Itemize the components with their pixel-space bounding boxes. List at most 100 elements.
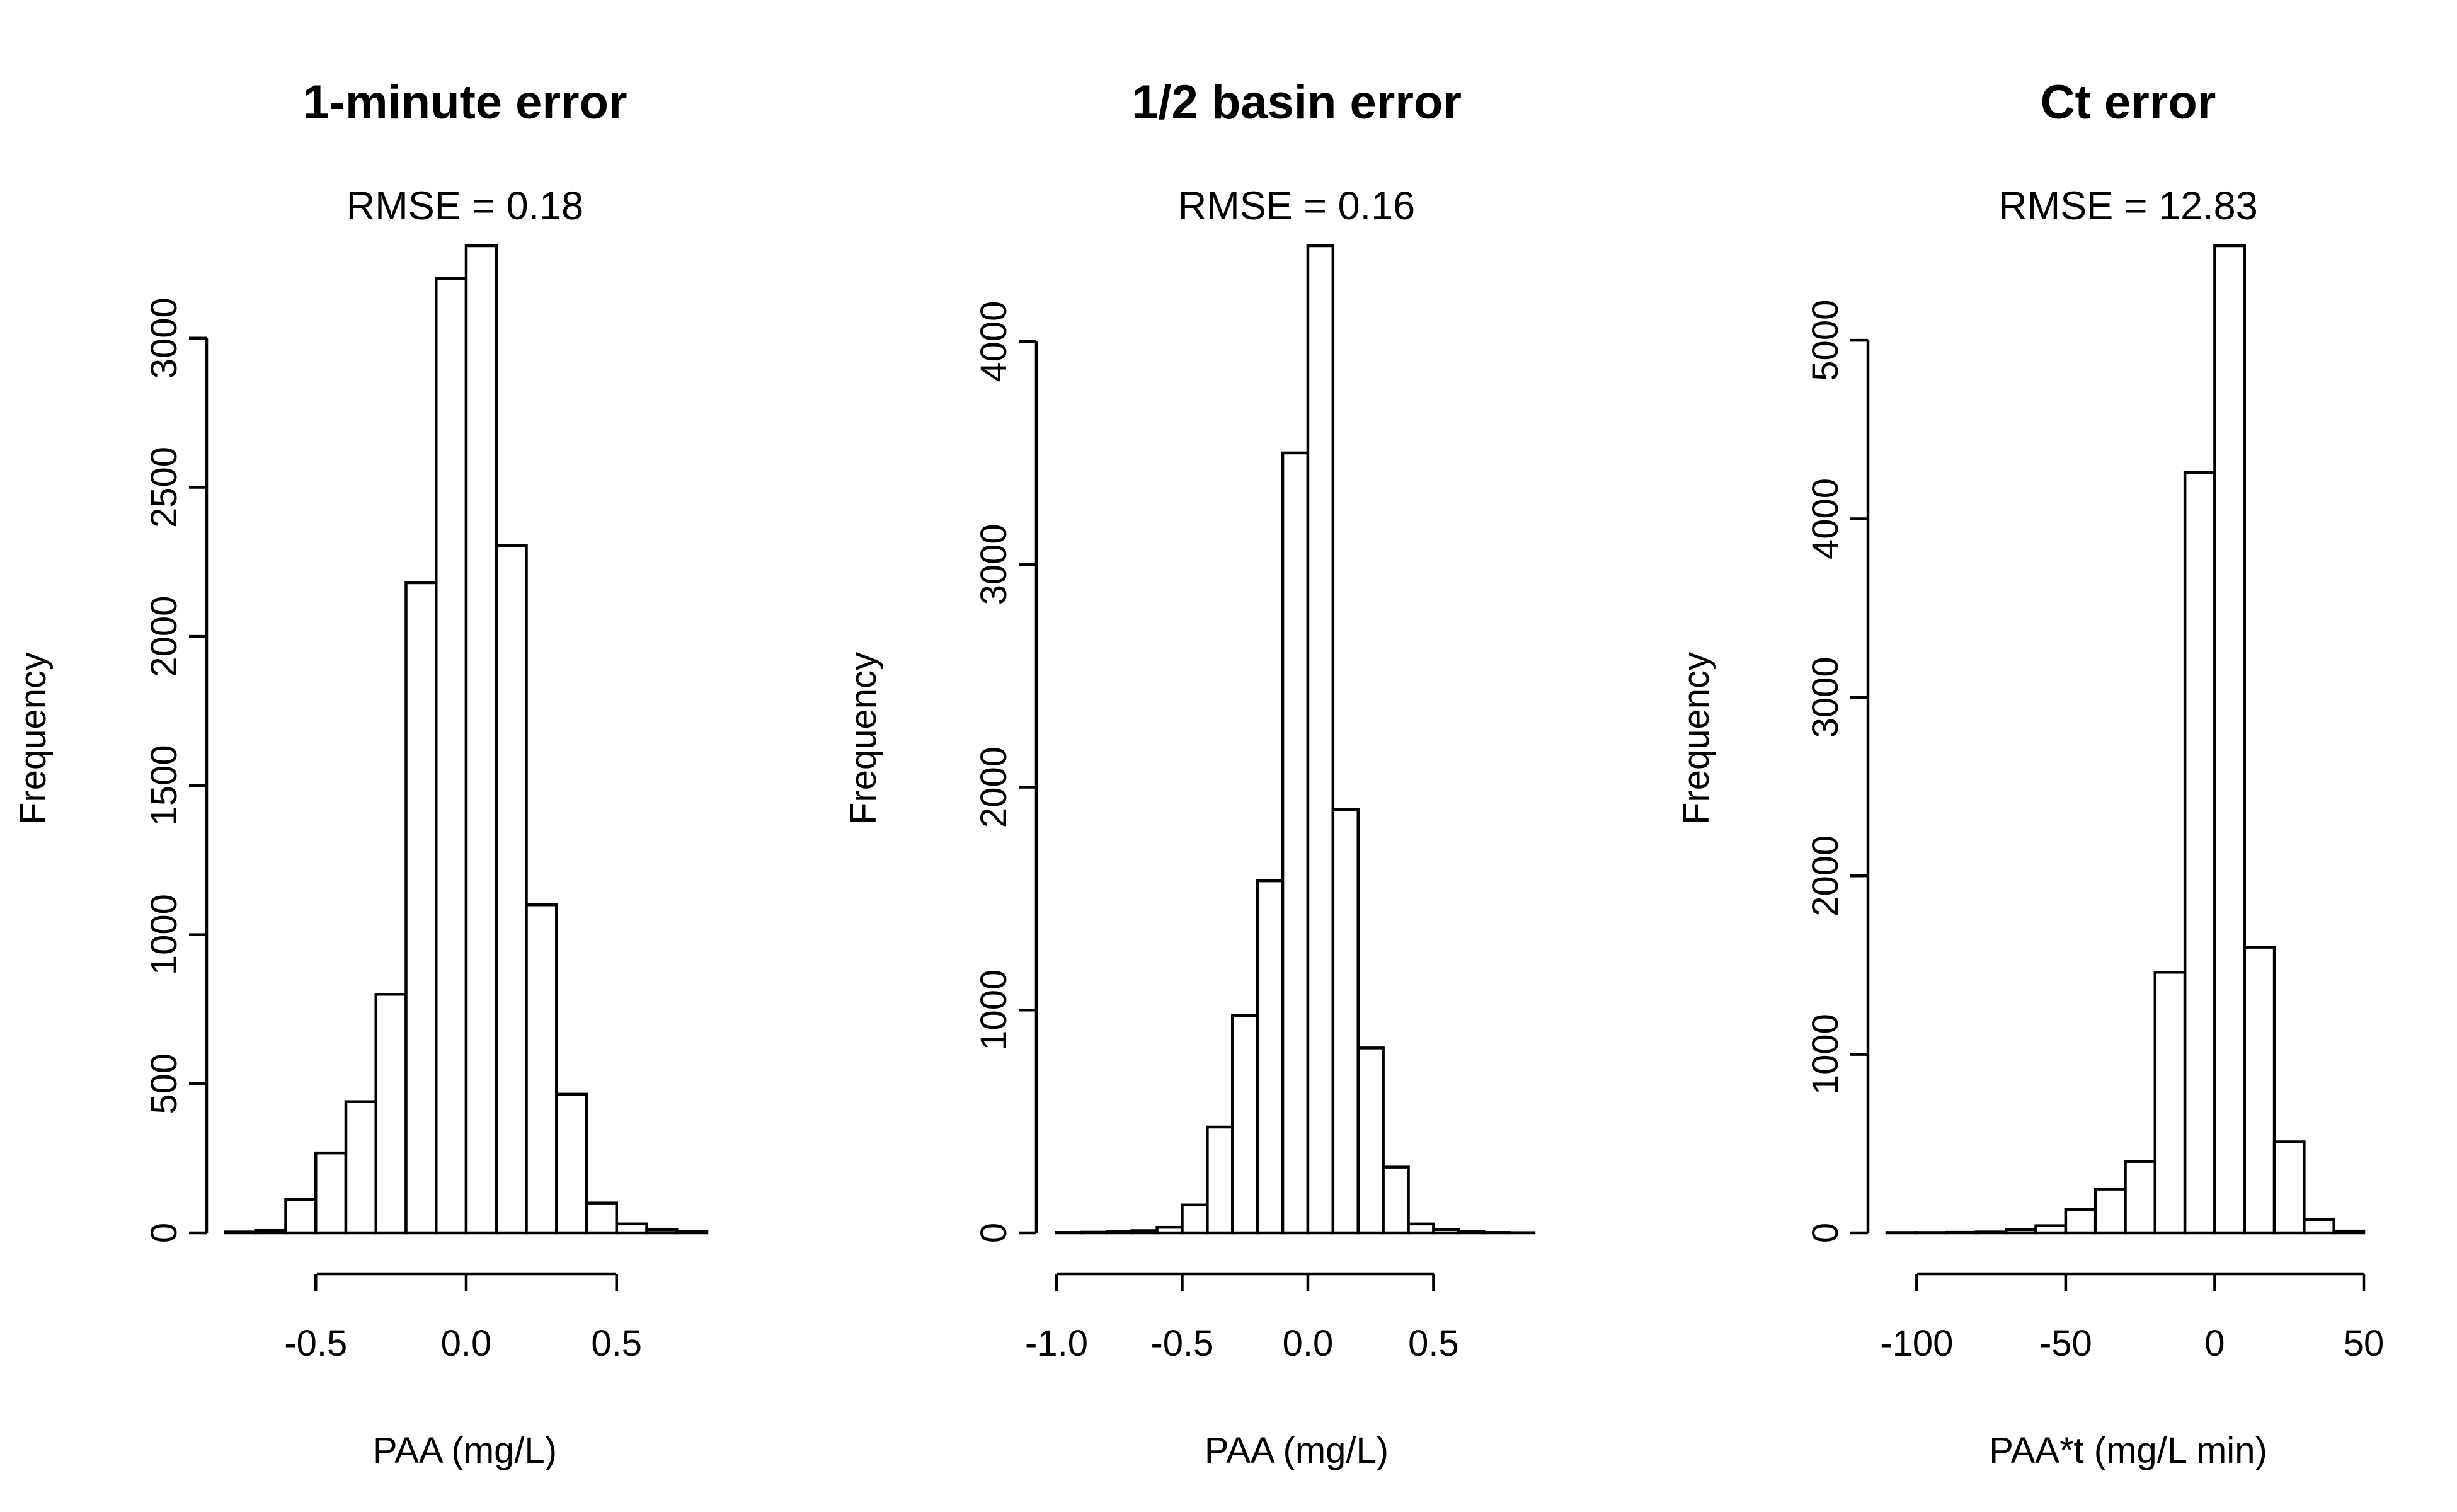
x-tick-label: 0.0 — [441, 1323, 492, 1364]
bars — [1055, 244, 1536, 1235]
histogram-bar — [1130, 1229, 1159, 1235]
histogram-bar — [2243, 946, 2276, 1235]
x-tick-label: 0 — [2204, 1323, 2225, 1364]
histogram-bar — [1407, 1222, 1435, 1235]
chart-subtitle-rmse: RMSE = 12.83 — [1998, 184, 2257, 228]
x-tick-label: -100 — [1880, 1323, 1953, 1364]
chart-subtitle-rmse: RMSE = 0.18 — [346, 184, 583, 228]
x-tick-label: -50 — [2039, 1323, 2092, 1364]
y-tick-label: 1500 — [144, 745, 185, 826]
histogram-bar — [1080, 1230, 1109, 1235]
histogram-bar — [1432, 1228, 1460, 1235]
histogram-bar — [1055, 1231, 1084, 1235]
histogram-bar — [404, 581, 438, 1235]
x-tick-label: 0.5 — [1408, 1323, 1459, 1364]
x-axis-label: PAA (mg/L) — [373, 1430, 557, 1471]
y-tick-label: 0 — [144, 1223, 185, 1243]
y-tick-label: 4000 — [1805, 478, 1846, 559]
histogram-bar — [284, 1198, 318, 1235]
x-tick-label: -1.0 — [1025, 1323, 1088, 1364]
histogram-bar — [2183, 471, 2216, 1235]
histogram-bar — [1306, 244, 1335, 1235]
histogram-bar — [1105, 1230, 1133, 1235]
x-tick-label: -0.5 — [284, 1323, 347, 1364]
histogram-bar — [1382, 1166, 1410, 1235]
histogram-bar — [615, 1222, 648, 1235]
histogram-bar — [314, 1151, 348, 1235]
x-axis-label: PAA (mg/L) — [1205, 1430, 1389, 1471]
x-tick-label: 50 — [2344, 1323, 2385, 1364]
histogram-bar — [2064, 1208, 2097, 1235]
histogram-bar — [675, 1230, 709, 1235]
x-axis: -1.0 -0.5 0.0 0.5 — [1025, 1272, 1459, 1364]
y-axis-label: Frequency — [843, 652, 884, 825]
histogram-bar — [1945, 1230, 1978, 1235]
y-tick-label: 0 — [1805, 1223, 1846, 1243]
y-tick-label: 2000 — [1805, 835, 1846, 917]
x-tick-label: 0.5 — [591, 1323, 642, 1364]
histogram-bar — [1155, 1225, 1184, 1235]
histogram-bar — [2005, 1228, 2037, 1235]
y-tick-label: 2000 — [973, 747, 1014, 828]
histogram-panel-half-basin-error: 1/2 basin error RMSE = 0.16 PAA (mg/L) F… — [843, 76, 1536, 1471]
histogram-bar — [2034, 1224, 2068, 1235]
x-axis: -100 -50 0 50 — [1880, 1272, 2385, 1364]
histogram-bar — [1482, 1231, 1511, 1235]
histogram-bar — [2213, 244, 2246, 1235]
histogram-bar — [495, 544, 528, 1235]
x-tick-label: -0.5 — [1150, 1323, 1213, 1364]
histogram-bar — [1256, 879, 1285, 1235]
y-axis: 0 1000 2000 3000 4000 5000 — [1805, 300, 1870, 1243]
histogram-bar — [1457, 1230, 1486, 1235]
y-tick-label: 1000 — [1805, 1014, 1846, 1095]
y-axis-label: Frequency — [1676, 652, 1717, 825]
y-tick-label: 0 — [973, 1223, 1014, 1243]
chart-subtitle-rmse: RMSE = 0.16 — [1178, 184, 1415, 228]
y-tick-label: 1000 — [144, 894, 185, 975]
y-tick-label: 1000 — [973, 970, 1014, 1051]
y-tick-label: 500 — [144, 1053, 185, 1114]
bars — [224, 244, 709, 1235]
histogram-bar — [555, 1092, 588, 1235]
histogram-bar — [1206, 1125, 1234, 1235]
y-axis-label: Frequency — [13, 652, 54, 825]
histogram-bar — [585, 1201, 618, 1235]
histogram-bar — [1331, 808, 1360, 1235]
histogram-bar — [2332, 1229, 2366, 1235]
histogram-bar — [645, 1228, 679, 1235]
histogram-bar — [435, 277, 468, 1235]
x-axis-label: PAA*t (mg/L min) — [1989, 1430, 2267, 1471]
histogram-bar — [1885, 1231, 1918, 1235]
histogram-panel-ct-error: Ct error RMSE = 12.83 PAA*t (mg/L min) F… — [1676, 76, 2384, 1471]
y-tick-label: 5000 — [1805, 300, 1846, 381]
histogram-bar — [525, 903, 558, 1235]
histogram-bar — [1181, 1203, 1209, 1235]
y-tick-label: 2500 — [144, 447, 185, 528]
chart-title: 1/2 basin error — [1131, 76, 1462, 129]
x-axis: -0.5 0.0 0.5 — [284, 1272, 642, 1364]
histogram-bar — [1231, 1014, 1259, 1235]
histogram-bar — [2153, 971, 2187, 1235]
y-tick-label: 3000 — [973, 524, 1014, 605]
histogram-bar — [2093, 1188, 2127, 1235]
y-tick-label: 3000 — [1805, 656, 1846, 738]
histogram-bar — [2303, 1218, 2335, 1235]
histogram-bar — [224, 1230, 257, 1235]
histogram-bar — [344, 1100, 377, 1235]
histogram-bar — [1281, 451, 1310, 1235]
y-axis: 0 1000 2000 3000 4000 — [973, 301, 1038, 1243]
x-tick-label: 0.0 — [1283, 1323, 1334, 1364]
histogram-bar — [254, 1228, 287, 1235]
chart-title: Ct error — [2041, 76, 2216, 129]
y-tick-label: 4000 — [973, 301, 1014, 382]
histogram-bar — [374, 993, 408, 1235]
histogram-bar — [1356, 1046, 1385, 1235]
y-axis: 0 500 1000 1500 2000 2500 3000 — [144, 297, 209, 1243]
histogram-bar — [1974, 1230, 2008, 1235]
histogram-panel-1-minute-error: 1-minute error RMSE = 0.18 PAA (mg/L) Fr… — [13, 76, 709, 1471]
histogram-bar — [464, 244, 498, 1235]
histogram-bar — [2272, 1140, 2306, 1235]
y-tick-label: 3000 — [144, 297, 185, 379]
bars — [1885, 244, 2366, 1235]
